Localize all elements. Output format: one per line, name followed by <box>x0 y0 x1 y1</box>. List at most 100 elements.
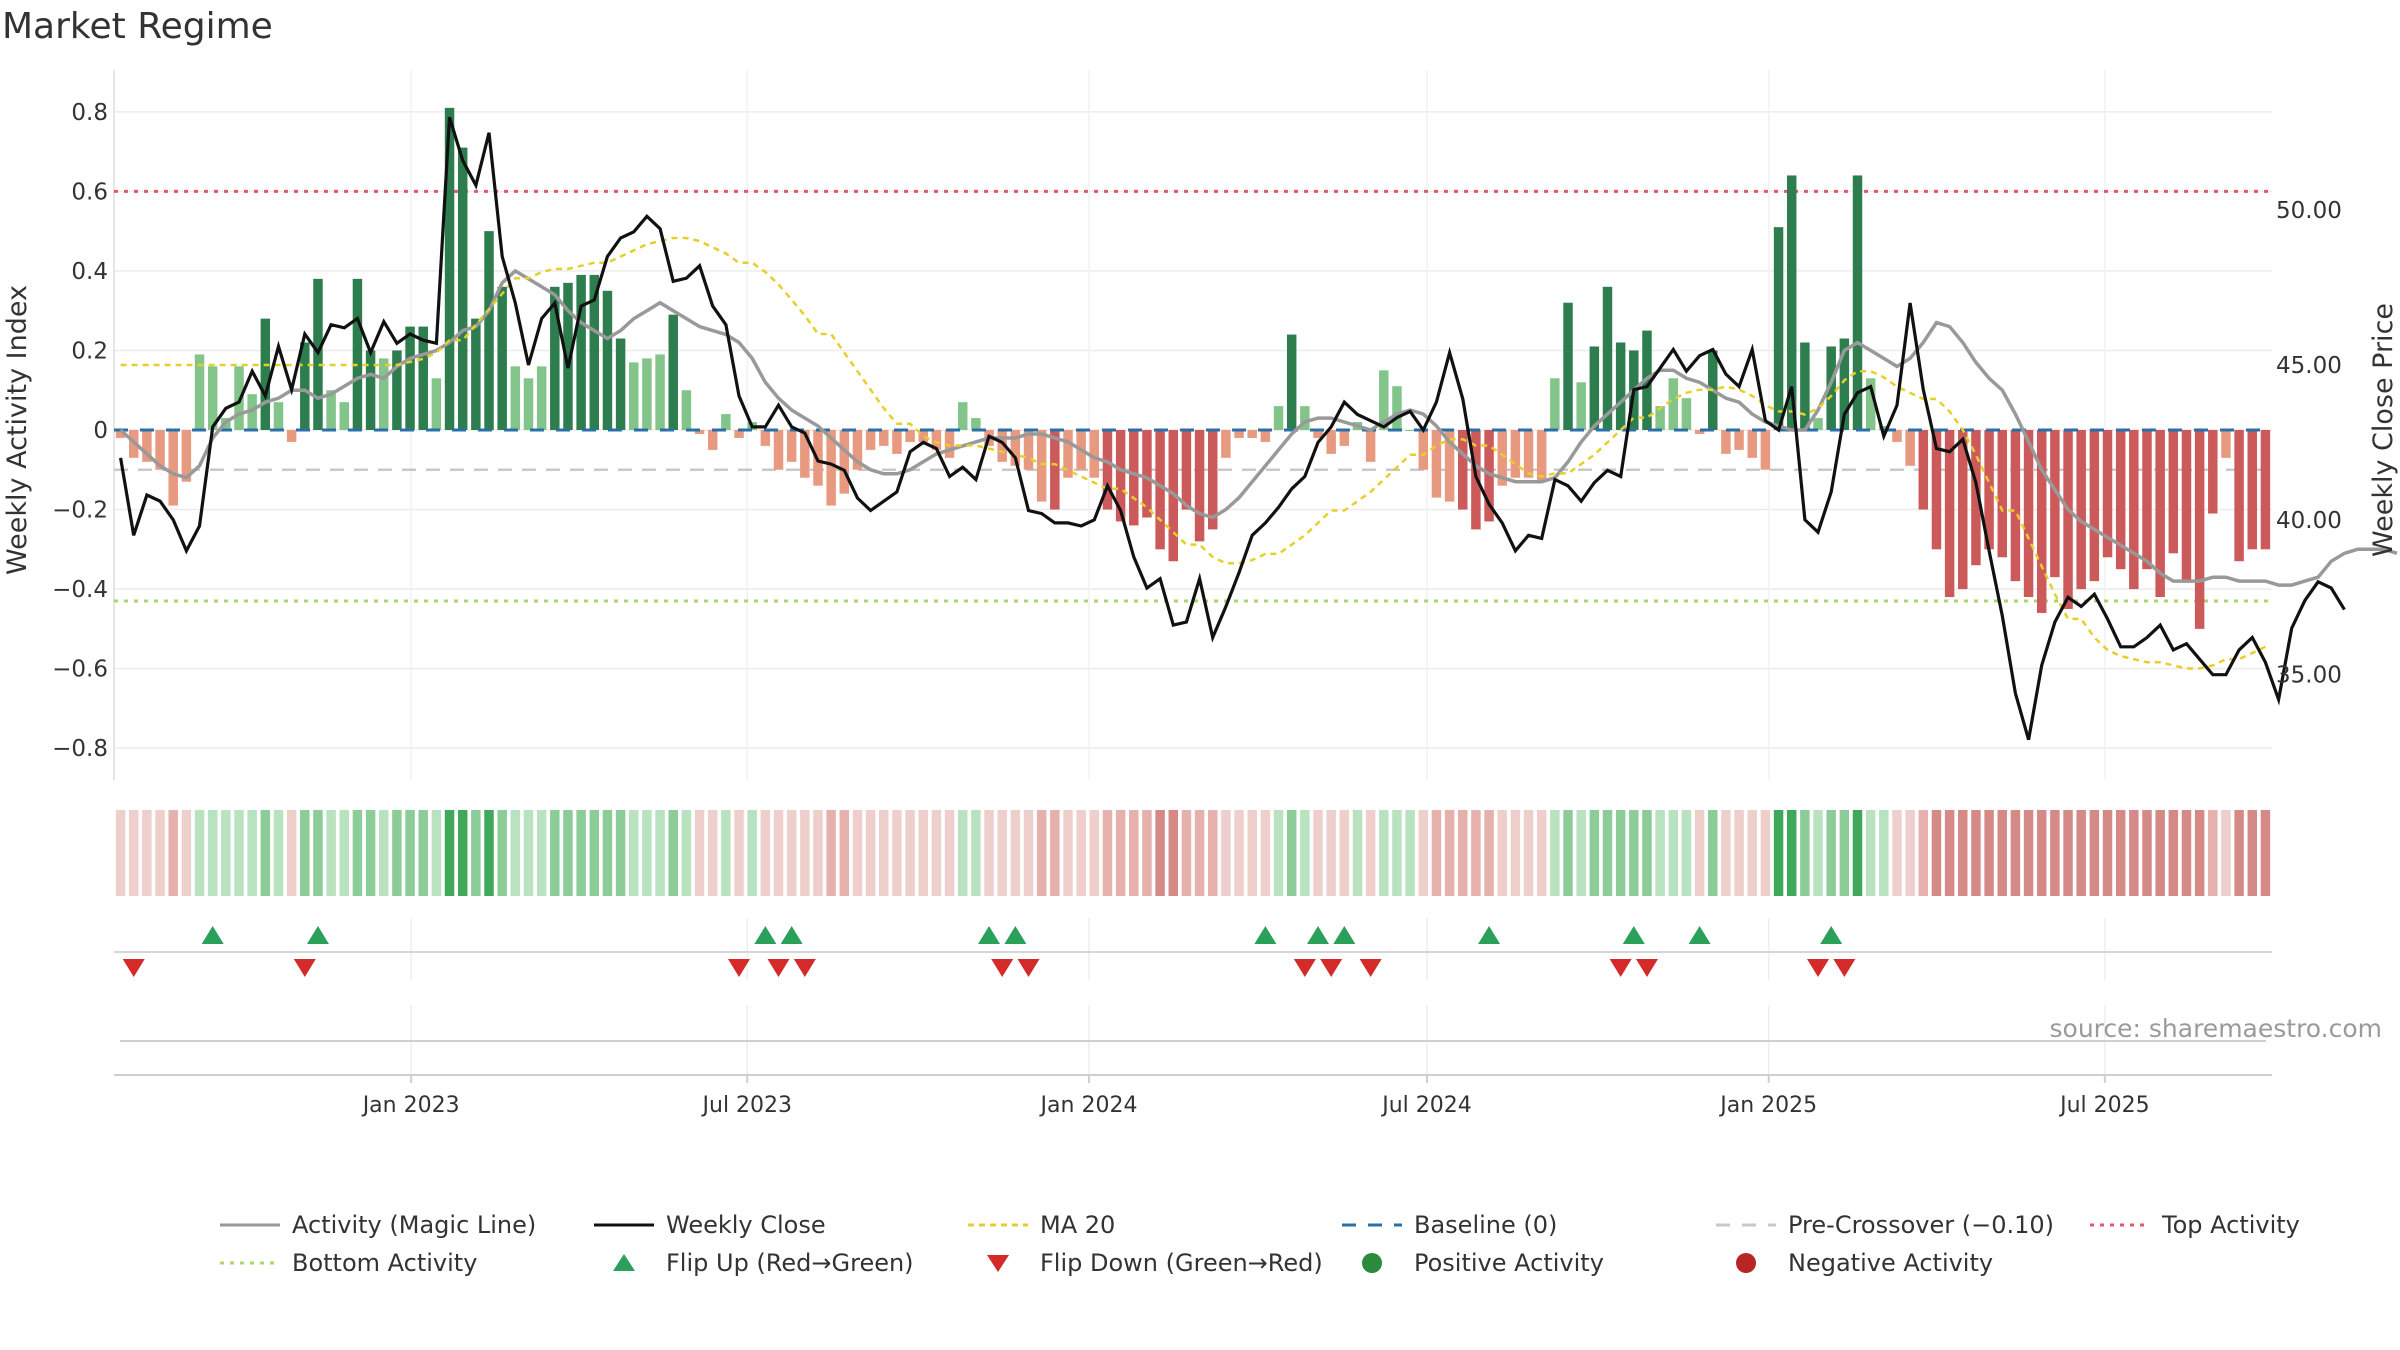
regime-cell <box>2063 810 2073 896</box>
activity-bar <box>892 430 902 454</box>
regime-cell <box>931 810 942 896</box>
activity-bar <box>1734 430 1744 450</box>
activity-bar <box>392 350 402 430</box>
regime-cell <box>786 810 797 896</box>
activity-bar <box>1194 430 1205 542</box>
activity-bar <box>589 274 600 430</box>
legend-label: Flip Down (Green→Red) <box>1040 1249 1323 1277</box>
regime-cell <box>1931 810 1942 896</box>
activity-bar <box>997 430 1007 462</box>
activity-bar <box>773 430 784 470</box>
regime-cell <box>2260 810 2271 896</box>
regime-cell <box>1036 810 1047 896</box>
activity-bar <box>931 430 942 450</box>
activity-bar <box>1286 334 1297 430</box>
activity-bar <box>247 394 257 430</box>
activity-bar <box>1563 302 1573 430</box>
activity-bar <box>1694 430 1705 434</box>
regime-cell <box>1826 810 1836 896</box>
regime-cell <box>2102 810 2113 896</box>
regime-cell <box>155 810 165 896</box>
flip-up-marker <box>1307 926 1330 944</box>
activity-bar <box>273 402 284 430</box>
flip-down-marker <box>1609 959 1632 977</box>
regime-cell <box>286 810 297 896</box>
activity-bar <box>1536 430 1547 482</box>
x-tick-label: Jul 2023 <box>701 1093 793 1118</box>
y-right-tick-label: 35.00 <box>2276 663 2342 689</box>
regime-cell <box>1589 810 1600 896</box>
regime-cell <box>905 810 915 896</box>
regime-cell <box>2234 810 2244 896</box>
regime-cell <box>1089 810 1100 896</box>
activity-bar <box>1208 430 1218 530</box>
regime-cell <box>957 810 968 896</box>
flip-down-marker <box>1293 959 1316 977</box>
regime-cell <box>563 810 573 896</box>
y-left-tick-label: 0.2 <box>71 338 108 364</box>
regime-cell <box>273 810 284 896</box>
activity-bar <box>1865 378 1876 430</box>
regime-cell <box>1405 810 1415 896</box>
regime-cell <box>1365 810 1376 896</box>
activity-bar <box>1879 426 1889 430</box>
regime-cell <box>1694 810 1705 896</box>
activity-bar <box>1326 430 1336 454</box>
regime-cell <box>1392 810 1402 896</box>
legend-label: Negative Activity <box>1788 1249 1993 1277</box>
regime-cell <box>1655 810 1665 896</box>
x-tick-label: Jul 2025 <box>2058 1093 2150 1118</box>
regime-cell <box>852 810 863 896</box>
activity-bar <box>2010 430 2021 582</box>
y-left-tick-label: 0.8 <box>71 100 108 126</box>
regime-cell <box>1102 810 1113 896</box>
activity-bar <box>523 378 534 430</box>
regime-cell <box>418 810 428 896</box>
regime-cell <box>234 810 244 896</box>
activity-bar <box>1155 430 1165 550</box>
regime-cell <box>1773 810 1784 896</box>
regime-cell <box>615 810 626 896</box>
activity-bar <box>2155 430 2165 598</box>
legend: Activity (Magic Line) Weekly Close MA 20 Ba… <box>220 1211 2300 1277</box>
flip-up-marker <box>1333 926 1356 944</box>
activity-bar <box>1773 227 1784 430</box>
regime-cell <box>589 810 600 896</box>
activity-bar <box>1550 378 1560 430</box>
y-right-tick-label: 40.00 <box>2276 508 2342 534</box>
activity-bar <box>1405 430 1415 431</box>
activity-bar <box>2260 430 2271 550</box>
x-tick-label: Jul 2024 <box>1380 1093 1472 1118</box>
regime-cell <box>1786 810 1797 896</box>
regime-strip <box>115 810 2271 896</box>
regime-cell <box>1642 810 1652 896</box>
regime-cell <box>1879 810 1889 896</box>
activity-bar <box>1023 430 1034 470</box>
activity-bar <box>576 274 586 430</box>
activity-bar <box>1760 430 1771 470</box>
activity-bar <box>300 342 310 430</box>
activity-bar <box>405 326 415 430</box>
activity-bar <box>1339 430 1350 446</box>
regime-cell <box>971 810 981 896</box>
regime-cell <box>984 810 994 896</box>
activity-bar <box>2221 430 2231 458</box>
flip-down-marker <box>793 959 816 977</box>
regime-cell <box>2168 810 2179 896</box>
regime-cell <box>2050 810 2060 896</box>
y-right-tick-label: 45.00 <box>2276 353 2342 379</box>
legend-swatch <box>613 1254 635 1271</box>
flip-down-marker <box>1017 959 1040 977</box>
regime-cell <box>1681 810 1692 896</box>
activity-bar <box>2023 430 2034 598</box>
activity-bar <box>1576 382 1586 430</box>
regime-cell <box>1260 810 1271 896</box>
activity-bar <box>484 231 494 430</box>
y-right-tick-label: 50.00 <box>2276 198 2342 224</box>
activity-bar <box>457 147 468 430</box>
regime-cell <box>707 810 718 896</box>
activity-bar <box>286 430 297 442</box>
regime-cell <box>1010 810 1021 896</box>
activity-bar <box>1089 430 1100 478</box>
